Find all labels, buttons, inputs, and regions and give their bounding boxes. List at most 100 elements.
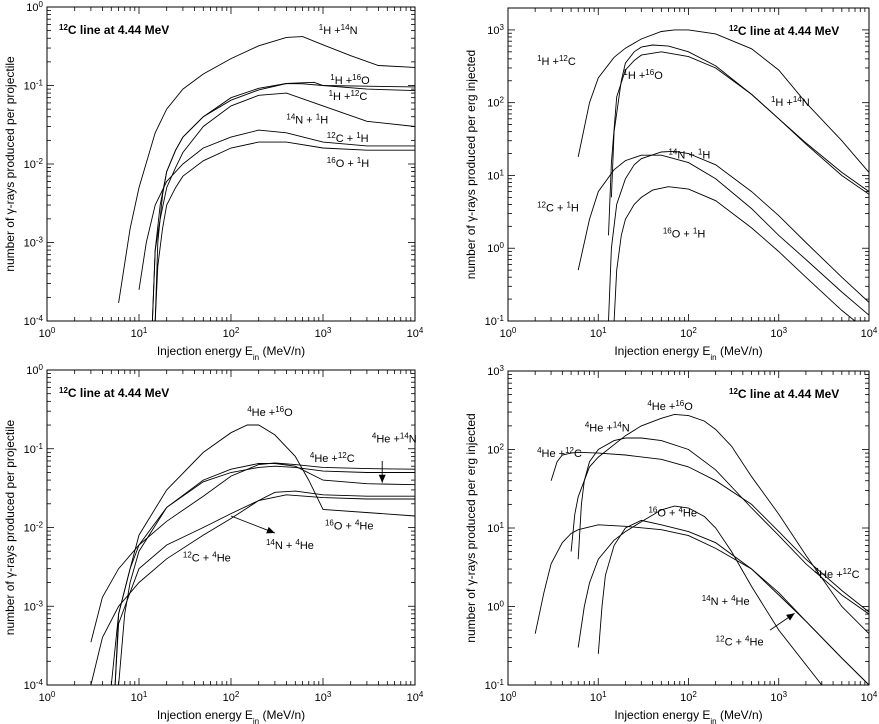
x-tick-label: 100 [39,326,56,341]
series-annotation: 4He +16O [247,405,293,420]
series-line-6 [90,490,415,685]
series-annotation: 4He +12C [310,450,355,465]
chart-title: 12C line at 4.44 MeV [59,23,169,38]
series-annotation: 16O + 4He [648,505,697,520]
x-tick-label: 104 [861,326,878,341]
y-tick-label: 103 [487,22,504,37]
x-tick-label: 100 [39,690,56,705]
series-line-4 [577,505,869,685]
series-annotation: 1H +14N [319,23,358,38]
x-axis-label: Injection energy Ein (MeV/n) [614,344,762,362]
series-lines [118,36,415,321]
x-axis-label: Injection energy Ein (MeV/n) [614,708,762,724]
y-tick-label: 10-1 [485,314,505,329]
x-axis-label: Injection energy Ein (MeV/n) [157,344,305,362]
series-annotation: 4He +14N [585,420,630,435]
x-tick-label: 103 [315,690,332,705]
series-annotation: 16O + 1H [663,226,705,241]
series-line-4 [114,465,415,685]
series-line-1 [110,424,415,685]
x-tick-label: 100 [500,326,517,341]
chart-panel-3: 100 101 102 103 104 10-4 10-3 10-2 10-1 100 Inject… [3,363,424,724]
y-axis-label: number of γ-rays produced per projectile [3,56,17,272]
series-annotation: 4He +14N [372,431,417,446]
x-tick-label: 101 [590,690,607,705]
series-line-5 [597,519,869,685]
x-tick-label: 101 [131,690,148,705]
y-tick-label: 100 [487,241,504,256]
axis-ticks [46,6,415,322]
y-tick-label: 10-2 [24,520,44,535]
series-line-6 [154,141,415,321]
x-tick-label: 104 [407,326,424,341]
x-tick-label: 103 [770,690,787,705]
series-line-4 [151,92,415,321]
y-tick-label: 10-4 [24,314,44,329]
y-tick-label: 103 [487,364,504,379]
y-tick-label: 102 [487,442,504,457]
series-line-6 [613,186,856,321]
chart-title: 12C line at 4.44 MeV [59,386,169,401]
series-annotation: 1H +12C [537,53,576,68]
series-annotation: 12C + 4He [183,550,231,565]
x-tick-label: 102 [680,690,697,705]
series-annotation: 12C + 4He [716,634,764,649]
y-tick-label: 10-3 [24,235,44,250]
y-tick-label: 100 [26,0,43,14]
y-axis-label: number of γ-rays produced per erg inject… [464,413,478,642]
series-line-3 [570,413,869,635]
y-axis-label: number of γ-rays produced per projectile [3,419,17,635]
series-annotation: 1H +16O [330,72,370,87]
series-annotation: 1H +12C [329,89,368,104]
series-line-5 [608,150,869,321]
series-annotation: 1H +16O [623,68,663,83]
chart-title: 12C line at 4.44 MeV [729,387,839,402]
series-line-2 [610,44,869,198]
series-line-2 [151,83,415,321]
series-line-3 [90,462,415,643]
series-annotation: 4He +12C [815,567,860,582]
x-tick-label: 101 [590,326,607,341]
annotation-arrow [230,515,276,534]
chart-title: 12C line at 4.44 MeV [729,24,839,39]
series-line-4 [577,154,869,316]
chart-panel-2: 100 101 102 103 10410-1100101102103Injection… [464,7,878,362]
chart-panel-1: 100 101 102 103 104 10-4 10-3 10-2 10-1 100 Inject… [3,0,424,362]
x-tick-label: 100 [500,690,517,705]
series-annotation: 1H +14N [771,95,810,110]
series-line-1 [577,29,869,173]
series-line-2 [118,463,415,685]
series-lines [534,413,869,685]
plot-frame [507,370,870,686]
y-tick-label: 101 [487,168,504,183]
series-annotation: 16O + 4He [325,518,374,533]
y-tick-label: 100 [487,599,504,614]
series-line-3 [608,51,869,236]
x-tick-label: 102 [680,326,697,341]
y-tick-label: 10-4 [24,678,44,693]
chart-panel-4: 100 101 102 103 10410-1100101102103Injection… [464,364,878,724]
x-tick-label: 102 [223,690,240,705]
series-line-5 [138,129,415,290]
series-annotation: 12C + 1H [537,200,579,215]
series-line-2 [577,437,869,615]
series-annotation: 12C + 1H [327,131,369,146]
x-tick-label: 101 [131,326,148,341]
y-axis-label: number of γ-rays produced per erg inject… [464,50,478,279]
axis-ticks [507,370,869,686]
series-line-1 [118,36,415,303]
series-annotation: 14N + 4He [702,593,750,608]
series-annotation: 14N + 1H [668,147,710,162]
series-annotation: 16O + 1H [327,155,369,170]
x-tick-label: 104 [407,690,424,705]
y-tick-label: 10-1 [485,678,505,693]
y-tick-label: 10-2 [24,157,44,172]
y-tick-label: 10-1 [24,78,44,93]
series-line-5 [114,494,415,685]
y-tick-label: 10-3 [24,599,44,614]
series-annotation: 14N + 1H [286,112,328,127]
annotation-arrow [769,612,795,631]
series-annotation: 4He +12C [537,446,582,461]
y-tick-label: 10-1 [24,441,44,456]
x-tick-label: 103 [770,326,787,341]
